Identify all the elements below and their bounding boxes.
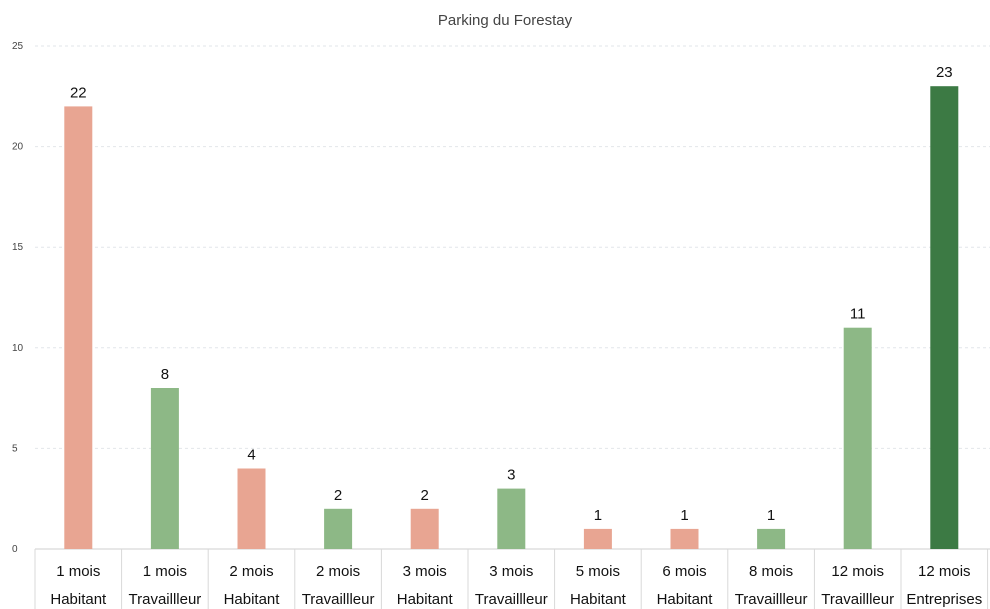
data-label: 4 [247,447,255,464]
x-tick-label: Travaillleur [129,591,202,608]
bar [410,508,439,549]
data-label: 1 [594,507,602,524]
bar [150,388,179,549]
x-tick-label: 3 mois [403,563,447,580]
y-tick-label: 5 [12,443,18,454]
data-label: 2 [421,487,429,504]
x-tick-label: 1 mois [143,563,187,580]
data-label: 23 [936,64,953,81]
x-tick-label: Habitant [50,591,107,608]
y-tick-label: 10 [12,343,24,354]
bar [757,528,786,549]
bar [64,106,93,550]
x-tick-label: 6 mois [662,563,706,580]
x-tick-label: 5 mois [576,563,620,580]
x-axis-ticks: 1 mois Habitant 1 mois Travaillleur 2 mois Ha… [34,549,989,609]
data-label: 1 [680,507,688,524]
y-tick-label: 15 [12,242,24,253]
bar [497,488,526,549]
x-tick-label: Entreprises [906,591,982,608]
data-label: 8 [161,366,169,383]
x-tick-label: 3 mois [489,563,533,580]
x-tick-label: 2 mois [229,563,273,580]
x-tick-label: Travaillleur [735,591,808,608]
y-tick-label: 25 [12,41,24,52]
data-label: 22 [70,84,87,101]
data-label: 3 [507,467,515,484]
bar [670,528,699,549]
y-axis-ticks: 0 5 10 15 20 25 [12,41,24,555]
bar [237,468,266,549]
x-tick-label: 1 mois [56,563,100,580]
x-tick-label: 12 mois [918,563,971,580]
data-label: 11 [850,306,866,323]
bars [64,86,959,550]
x-tick-label: 2 mois [316,563,360,580]
x-tick-label: 12 mois [831,563,884,580]
y-tick-label: 20 [12,142,24,153]
x-tick-label: 8 mois [749,563,793,580]
chart-title: Parking du Forestay [438,12,573,29]
x-tick-label: Travaillleur [302,591,375,608]
data-label: 1 [767,507,775,524]
x-tick-label: Habitant [570,591,627,608]
x-tick-label: Travaillleur [475,591,548,608]
data-label: 2 [334,487,342,504]
bar [324,508,353,549]
bar [843,327,872,549]
y-tick-label: 0 [12,544,18,555]
x-tick-label: Habitant [657,591,714,608]
x-tick-label: Habitant [224,591,281,608]
bar [583,528,612,549]
x-tick-label: Habitant [397,591,454,608]
x-tick-label: Travaillleur [821,591,894,608]
bar [930,86,959,549]
